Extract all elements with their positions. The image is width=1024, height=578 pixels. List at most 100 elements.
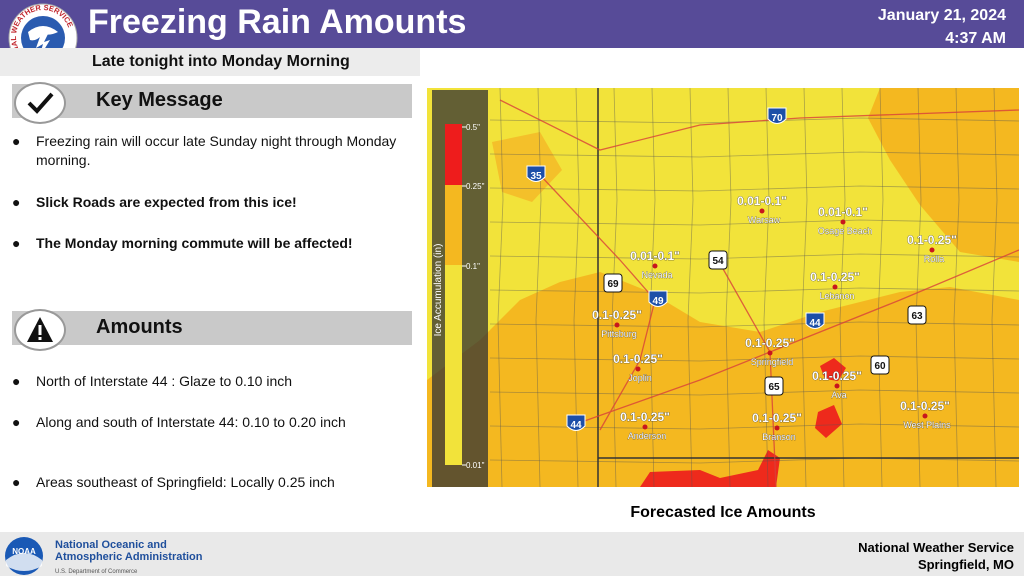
header-band	[0, 0, 1024, 48]
city-amount: 0.1-0.25"	[745, 336, 795, 350]
key-message-bar: Key Message	[12, 82, 412, 124]
city-amount: 0.1-0.25"	[907, 233, 957, 247]
office: National Weather Service Springfield, MO	[858, 539, 1014, 573]
amounts-heading: Amounts	[96, 316, 183, 338]
city-amount: 0.1-0.25"	[900, 399, 950, 413]
noaa-logo-text: NOAA	[12, 547, 36, 556]
subtitle-band	[0, 48, 420, 76]
us-shield	[764, 376, 784, 396]
county-line	[953, 88, 960, 487]
city-name: Osage Beach	[818, 226, 873, 236]
red-zone	[820, 358, 846, 381]
city-amount: 0.01-0.1"	[630, 249, 680, 263]
county-line	[489, 355, 1019, 362]
map: Ice Accumulation (in) 0.5" 0.25" 0.1" 0.01"…	[427, 88, 1019, 487]
county-line	[497, 88, 504, 487]
city-name: Anderson	[628, 431, 667, 441]
bullet: ● Freezing rain will occur late Sunday ni…	[12, 132, 420, 170]
bullet: ● North of Interstate 44 : Glaze to 0.10 …	[12, 373, 293, 389]
highway-label: 49	[652, 296, 664, 307]
city-amount: 0.1-0.25"	[613, 352, 663, 366]
interstate-shield	[526, 165, 546, 182]
county-line	[573, 88, 580, 487]
city-name: Rolla	[924, 254, 945, 264]
county-line	[915, 88, 922, 487]
city-dot	[922, 413, 928, 419]
orange-zone	[868, 88, 1019, 262]
city-name: Branson	[762, 432, 796, 442]
office-line: National Weather Service	[858, 540, 1014, 555]
city-name: Joplin	[628, 373, 652, 383]
us-shield	[870, 355, 890, 375]
bullet: ● Slick Roads are expected from this ice!	[12, 194, 297, 210]
red-zone	[815, 405, 842, 438]
interstate-shield	[767, 107, 787, 124]
city-name: Pittsburg	[601, 329, 637, 339]
bullet-text: North of Interstate 44 : Glaze to 0.10 i…	[36, 373, 293, 389]
county-line	[801, 88, 808, 487]
us-shield	[708, 250, 728, 270]
county-line	[489, 151, 1019, 158]
time: 4:37 AM	[945, 30, 1006, 47]
city-name: Nevada	[641, 270, 672, 280]
title: Freezing Rain Amounts	[88, 3, 467, 41]
bullet-text: Slick Roads are expected from this ice!	[36, 194, 297, 210]
county-line	[489, 185, 1019, 192]
agency-line: National Oceanic and	[55, 539, 167, 551]
city-dot	[929, 247, 935, 253]
county-line	[649, 88, 656, 487]
highway-label: 70	[771, 113, 783, 124]
legend-tick-label: 0.25"	[466, 182, 485, 191]
city-dot	[635, 366, 641, 372]
date-block: January 21, 2024 4:37 AM	[878, 4, 1006, 50]
highway-label: 35	[530, 171, 542, 182]
highway-label: 44	[809, 318, 821, 329]
legend-tick-label: 0.1"	[466, 262, 480, 271]
city-amount: 0.1-0.25"	[812, 369, 862, 383]
interstate-shield	[648, 290, 668, 307]
legend-orange	[445, 185, 462, 265]
county-line	[611, 88, 618, 487]
legend-red	[445, 124, 462, 185]
state-border	[597, 88, 1019, 487]
city-dot	[642, 424, 648, 430]
office-line: Springfield, MO	[917, 557, 1014, 572]
agency-line: Atmospheric Administration	[55, 551, 203, 563]
bullet: ● Areas southeast of Springfield: Locally…	[12, 474, 335, 490]
bullet-text: Freezing rain will occur late Sunday nig…	[36, 133, 397, 168]
county-line	[687, 88, 694, 487]
red-zone	[640, 450, 780, 487]
city-dot	[832, 284, 838, 290]
city-name: Warsaw	[748, 215, 781, 225]
key-message-heading: Key Message	[96, 89, 223, 111]
city-dot	[652, 263, 658, 269]
department: U.S. Department of Commerce	[55, 569, 138, 575]
county-line	[877, 88, 884, 487]
county-line	[489, 287, 1019, 294]
city-name: West Plains	[903, 420, 951, 430]
city-amount: 0.01-0.1"	[818, 205, 868, 219]
county-line	[489, 423, 1019, 430]
bullet-text: The Monday morning commute will be affec…	[36, 235, 353, 251]
county-line	[489, 253, 1019, 260]
highway-label: 54	[712, 256, 724, 267]
bullet-text: Areas southeast of Springfield: Locally …	[36, 474, 335, 490]
subtitle: Late tonight into Monday Morning	[92, 53, 350, 70]
county-line	[725, 88, 732, 487]
county-line	[839, 88, 846, 487]
legend-tick-label: 0.5"	[466, 123, 480, 132]
date: January 21, 2024	[877, 7, 1006, 24]
city-dot	[614, 322, 620, 328]
county-line	[535, 88, 542, 487]
city-dot	[767, 350, 773, 356]
highway-label: 44	[570, 420, 582, 431]
city-name: Springfield	[751, 357, 794, 367]
county-line	[763, 88, 770, 487]
city-dot	[834, 383, 840, 389]
bullet: ● The Monday morning commute will be affe…	[12, 235, 353, 251]
city-amount: 0.1-0.25"	[810, 270, 860, 284]
noaa-name: National Oceanic and Atmospheric Administ…	[55, 539, 203, 578]
us-shield	[907, 305, 927, 325]
city-amount: 0.1-0.25"	[752, 411, 802, 425]
city-amount: 0.01-0.1"	[737, 194, 787, 208]
